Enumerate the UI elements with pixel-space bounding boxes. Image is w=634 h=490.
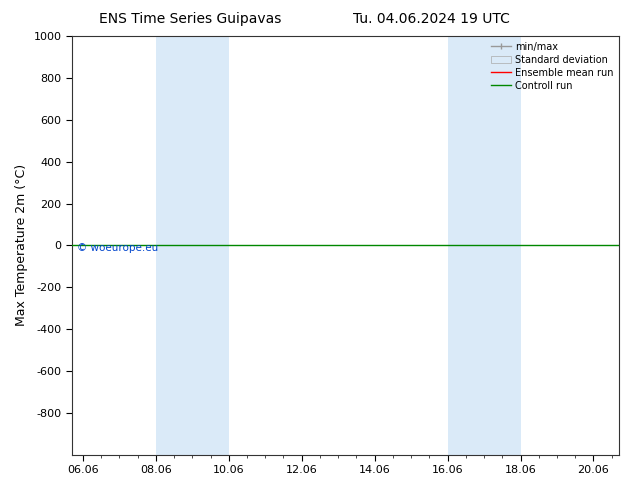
Text: Tu. 04.06.2024 19 UTC: Tu. 04.06.2024 19 UTC [353,12,510,26]
Y-axis label: Max Temperature 2m (°C): Max Temperature 2m (°C) [15,164,28,326]
Text: ENS Time Series Guipavas: ENS Time Series Guipavas [99,12,281,26]
Legend: min/max, Standard deviation, Ensemble mean run, Controll run: min/max, Standard deviation, Ensemble me… [488,38,617,95]
Bar [156,36,229,455]
Bar [448,36,521,455]
Text: © woeurope.eu: © woeurope.eu [77,243,158,253]
